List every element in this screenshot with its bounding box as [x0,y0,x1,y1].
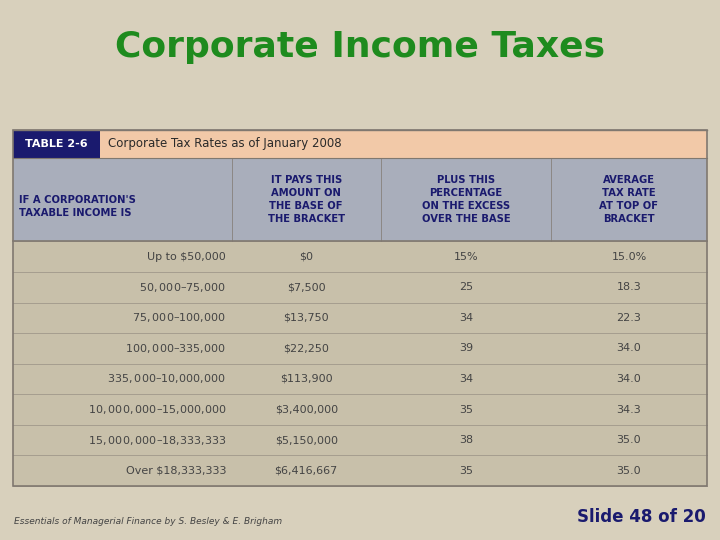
FancyBboxPatch shape [13,158,707,241]
Text: $3,400,000: $3,400,000 [274,404,338,415]
Text: $7,500: $7,500 [287,282,325,292]
Text: 38: 38 [459,435,473,445]
Text: 15%: 15% [454,252,478,262]
Text: IT PAYS THIS
AMOUNT ON
THE BASE OF
THE BRACKET: IT PAYS THIS AMOUNT ON THE BASE OF THE B… [268,176,345,224]
Text: $5,150,000: $5,150,000 [275,435,338,445]
Text: 35: 35 [459,404,473,415]
Text: $22,250: $22,250 [283,343,329,353]
Text: 15.0%: 15.0% [611,252,647,262]
Text: $75,000–$100,000: $75,000–$100,000 [132,312,226,325]
Text: 34.0: 34.0 [616,343,642,353]
FancyBboxPatch shape [99,130,707,158]
Text: Corporate Income Taxes: Corporate Income Taxes [115,30,605,64]
Text: $13,750: $13,750 [284,313,329,323]
Text: $113,900: $113,900 [280,374,333,384]
Text: PLUS THIS
PERCENTAGE
ON THE EXCESS
OVER THE BASE: PLUS THIS PERCENTAGE ON THE EXCESS OVER … [421,176,510,224]
Text: $100,000–$335,000: $100,000–$335,000 [125,342,226,355]
Text: $50,000–$75,000: $50,000–$75,000 [139,281,226,294]
Text: AVERAGE
TAX RATE
AT TOP OF
BRACKET: AVERAGE TAX RATE AT TOP OF BRACKET [600,176,659,224]
Text: $335,000–$10,000,000: $335,000–$10,000,000 [107,373,226,386]
Text: 34.0: 34.0 [616,374,642,384]
FancyBboxPatch shape [13,241,707,486]
Text: Corporate Tax Rates as of January 2008: Corporate Tax Rates as of January 2008 [108,137,342,150]
Text: IF A CORPORATION'S
TAXABLE INCOME IS: IF A CORPORATION'S TAXABLE INCOME IS [19,195,135,218]
Text: 34: 34 [459,313,473,323]
Text: $15,000,000–$18,333,333: $15,000,000–$18,333,333 [88,434,226,447]
Text: $0: $0 [300,252,313,262]
Text: 39: 39 [459,343,473,353]
Text: Up to $50,000: Up to $50,000 [148,252,226,262]
Text: 25: 25 [459,282,473,292]
Text: 22.3: 22.3 [616,313,642,323]
Text: $10,000,000–$15,000,000: $10,000,000–$15,000,000 [88,403,226,416]
Text: 35: 35 [459,465,473,476]
Text: Slide 48 of 20: Slide 48 of 20 [577,509,706,526]
Text: 18.3: 18.3 [616,282,642,292]
Text: Essentials of Managerial Finance by S. Besley & E. Brigham: Essentials of Managerial Finance by S. B… [14,517,282,526]
Text: $6,416,667: $6,416,667 [274,465,338,476]
Text: TABLE 2-6: TABLE 2-6 [25,139,88,148]
Text: 34: 34 [459,374,473,384]
Text: Over $18,333,333: Over $18,333,333 [125,465,226,476]
Text: 35.0: 35.0 [616,435,642,445]
Text: 35.0: 35.0 [616,465,642,476]
FancyBboxPatch shape [13,130,99,158]
Text: 34.3: 34.3 [616,404,642,415]
